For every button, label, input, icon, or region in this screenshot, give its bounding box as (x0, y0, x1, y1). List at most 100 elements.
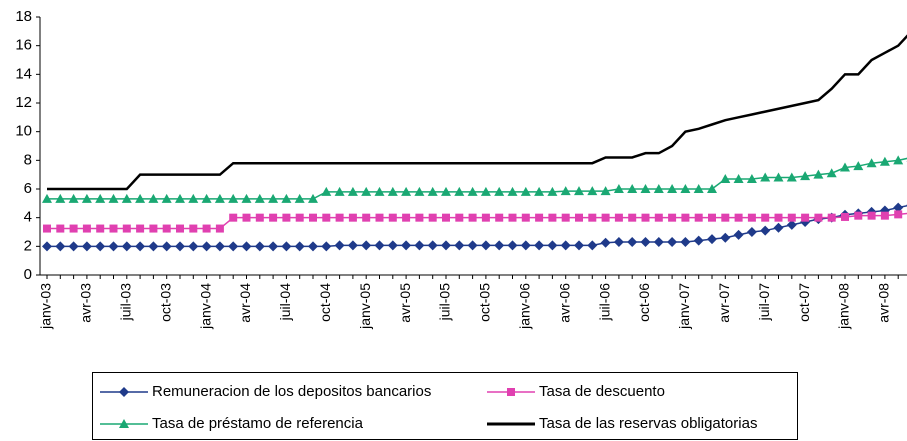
x-tick-label: juil-05 (437, 283, 453, 322)
marker-square (481, 213, 490, 222)
marker-diamond (42, 241, 52, 252)
marker-diamond (534, 240, 545, 251)
marker-square (575, 213, 583, 222)
marker-diamond (347, 240, 358, 251)
marker-square (282, 213, 291, 222)
x-tick-label: avr-05 (397, 283, 413, 323)
marker-square (229, 213, 238, 222)
marker-triangle (108, 193, 119, 203)
marker-square (894, 210, 903, 219)
marker-triangle (733, 173, 744, 183)
x-tick-label: oct-04 (317, 283, 333, 322)
marker-triangle (334, 186, 345, 196)
x-tick-label: janv-05 (357, 283, 373, 330)
marker-diamond (414, 240, 425, 251)
marker-triangle (520, 186, 531, 196)
marker-diamond (281, 241, 292, 252)
marker-square (176, 224, 184, 233)
marker-diamond (720, 232, 731, 243)
y-tick-label: 2 (24, 237, 32, 254)
marker-diamond (108, 241, 119, 252)
marker-square (507, 388, 515, 396)
x-tick-label: avr-04 (237, 283, 253, 323)
marker-square (880, 211, 889, 220)
marker-triangle (135, 193, 146, 203)
marker-triangle (427, 186, 438, 196)
marker-triangle (574, 186, 584, 196)
y-tick-label: 0 (24, 266, 32, 283)
y-tick-label: 12 (15, 94, 32, 111)
marker-triangle (81, 193, 92, 203)
marker-square (295, 213, 304, 222)
marker-diamond (600, 237, 611, 248)
marker-square (309, 213, 317, 222)
marker-diamond (760, 225, 771, 236)
marker-square (867, 211, 876, 220)
legend-label: Tasa de préstamo de referencia (152, 415, 364, 432)
marker-square (734, 213, 743, 222)
marker-triangle (361, 186, 372, 196)
marker-diamond (507, 240, 518, 251)
marker-triangle (175, 193, 185, 203)
marker-diamond (308, 241, 318, 252)
marker-triangle (241, 193, 252, 203)
marker-diamond (294, 241, 305, 252)
marker-diamond (746, 227, 757, 237)
x-tick-label: janv-07 (676, 283, 692, 330)
marker-triangle (600, 186, 611, 196)
marker-diamond (321, 241, 332, 252)
legend-label: Remuneracion de los depositos bancarios (152, 383, 431, 400)
marker-triangle (853, 161, 864, 171)
y-tick-label: 6 (24, 180, 32, 197)
marker-square (654, 213, 663, 222)
marker-square (535, 213, 544, 222)
marker-diamond (707, 234, 717, 245)
marker-square (402, 213, 411, 222)
marker-square (601, 213, 610, 222)
marker-triangle (55, 193, 66, 203)
marker-triangle (760, 172, 771, 182)
marker-diamond (773, 222, 784, 233)
marker-square (109, 224, 118, 233)
x-tick-label: juil-07 (756, 283, 772, 322)
legend-box (92, 372, 798, 440)
x-tick-label: avr-08 (876, 283, 892, 323)
marker-triangle (119, 419, 129, 428)
marker-square (508, 213, 517, 222)
marker-diamond (427, 240, 438, 251)
x-tick-label: juil-06 (596, 283, 612, 322)
marker-triangle (653, 184, 664, 193)
y-tick-label: 4 (24, 209, 32, 226)
marker-square (215, 224, 224, 233)
marker-diamond (254, 241, 265, 252)
marker-square (388, 213, 397, 222)
marker-triangle (707, 184, 717, 193)
marker-triangle (587, 186, 598, 196)
marker-diamond (574, 240, 584, 251)
marker-triangle (800, 171, 811, 181)
marker-triangle (893, 155, 904, 165)
marker-triangle (826, 168, 837, 178)
marker-triangle (507, 186, 518, 196)
x-tick-label: oct-07 (796, 283, 812, 322)
marker-triangle (201, 193, 212, 203)
marker-diamond (214, 241, 225, 252)
marker-square (335, 213, 344, 222)
marker-triangle (95, 193, 106, 203)
marker-triangle (121, 193, 132, 203)
marker-triangle (773, 172, 784, 182)
marker-triangle (414, 186, 425, 196)
marker-triangle (454, 186, 465, 196)
marker-diamond (454, 240, 465, 251)
marker-triangle (667, 184, 678, 193)
x-tick-label: juil-03 (118, 283, 134, 322)
marker-diamond (121, 241, 132, 252)
marker-square (348, 213, 357, 222)
marker-square (362, 213, 371, 222)
marker-diamond (560, 240, 571, 251)
marker-diamond (188, 241, 199, 252)
marker-diamond (175, 241, 185, 252)
marker-square (681, 213, 690, 222)
marker-diamond (68, 241, 79, 252)
marker-square (189, 224, 198, 233)
